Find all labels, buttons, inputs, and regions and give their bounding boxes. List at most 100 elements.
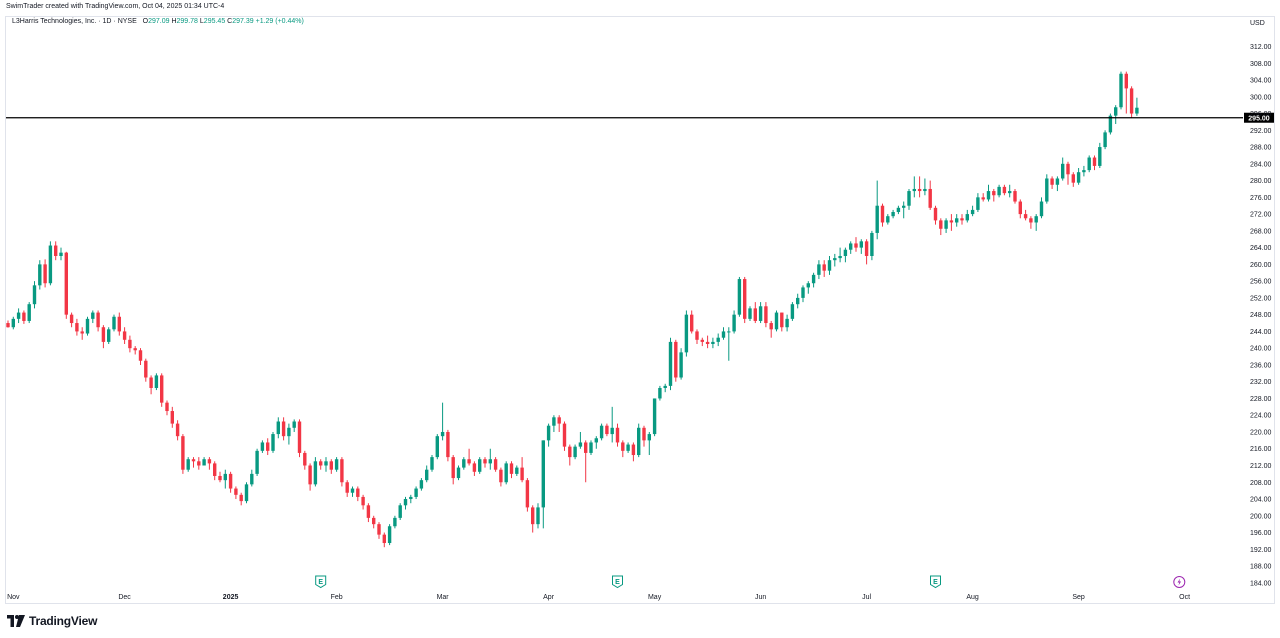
candle-body [128,339,132,349]
candle [605,423,609,437]
earnings-event-icon[interactable]: E [612,575,623,589]
candle [896,205,901,215]
candle-body [345,482,349,493]
candle [811,272,816,288]
tradingview-brand[interactable]: TradingView [7,614,97,628]
horizontal-line-layer[interactable]: 295.00 [6,112,1274,123]
candle-body [684,314,689,353]
candle-body [764,306,768,324]
candle [796,293,800,309]
candle-body [366,505,371,518]
candle-body [668,341,673,386]
close-value: 297.39 [232,18,254,25]
dividend-event-icon[interactable] [1173,576,1186,588]
candle-body [843,249,848,256]
candle [652,398,657,437]
candle [366,503,371,523]
candle [1013,188,1017,204]
horizontal-line-price-tag[interactable] [1244,112,1274,123]
candle-body [896,207,901,213]
candle-body [356,488,360,497]
earnings-event-icon[interactable]: E [315,575,327,589]
price-axis[interactable]: 312.00 308.00 304.00 300.00 296.00 292.00 288.… [1250,44,1272,587]
candle [568,444,572,466]
candle-body [663,385,667,388]
y-tick-label: 300.00 [1250,94,1272,101]
candle-body [605,425,609,435]
candle [827,256,832,275]
candle-body [541,440,545,508]
candle-body [440,431,445,437]
candle-body [271,434,275,451]
candle [589,440,593,456]
candle [859,239,863,254]
x-tick-label: Jul [862,594,871,601]
time-axis[interactable]: Nov Dec 2025 Feb Mar Apr May Jun Jul Aug Sep Oct [7,594,1190,601]
earnings-event-label: E [318,579,323,586]
candle-body [594,438,598,443]
earnings-event-icon[interactable]: E [930,575,941,589]
candle [43,259,47,288]
y-tick-label: 264.00 [1250,245,1272,252]
candle-body [891,212,895,217]
candle-body [472,463,477,472]
earnings-event-shape [315,575,327,589]
y-tick-label: 284.00 [1250,161,1272,168]
candle-body [970,209,975,215]
candle-body [387,526,392,544]
candle-body [144,360,148,378]
candle-body [997,186,1001,196]
candle-body [992,191,996,196]
candle [69,312,74,328]
candle [584,440,588,483]
candle [11,316,15,330]
candle-body [1066,163,1070,175]
low-value: 295.45 [203,18,226,25]
candle-body [456,467,461,479]
candle [48,241,53,286]
candle [976,193,980,213]
y-tick-label: 240.00 [1250,346,1272,353]
candle-body [133,348,137,351]
candle [1124,71,1128,114]
candle [891,209,895,219]
x-tick-label: Jun [755,594,766,601]
candle [6,320,10,328]
candle [721,327,726,340]
candle-body [223,473,227,481]
open-label: O [142,18,149,25]
candle [292,419,296,432]
candle [743,276,747,324]
candle-body [409,496,413,500]
candle-body [631,444,636,456]
candle-body [297,421,302,453]
candle [255,448,259,476]
candle [642,425,646,447]
candle-body [817,264,821,275]
candle-body [917,188,922,192]
y-tick-label: 252.00 [1250,295,1272,302]
price-chart[interactable]: 295.00 312.00 308.00 304.00 300.00 296.00 292… [0,0,1280,604]
candle-body [621,442,625,451]
candle-body [504,463,508,483]
candle-body [393,517,397,527]
candle [923,178,927,196]
candle-body [960,218,964,221]
candles-layer [6,71,1139,548]
candle-body [11,318,15,328]
candle [191,457,196,468]
candle-body [414,488,418,497]
candle-body [446,431,450,458]
candle-body [1008,191,1012,194]
candle-body [1098,147,1102,166]
candle-body [690,314,694,332]
candle [308,463,312,491]
candle [949,214,954,231]
candle [944,218,948,233]
candle-body [154,375,159,388]
candle-body [1039,201,1044,217]
currency-label[interactable]: USD [1250,20,1265,27]
candle [101,325,106,349]
candle [144,358,148,382]
